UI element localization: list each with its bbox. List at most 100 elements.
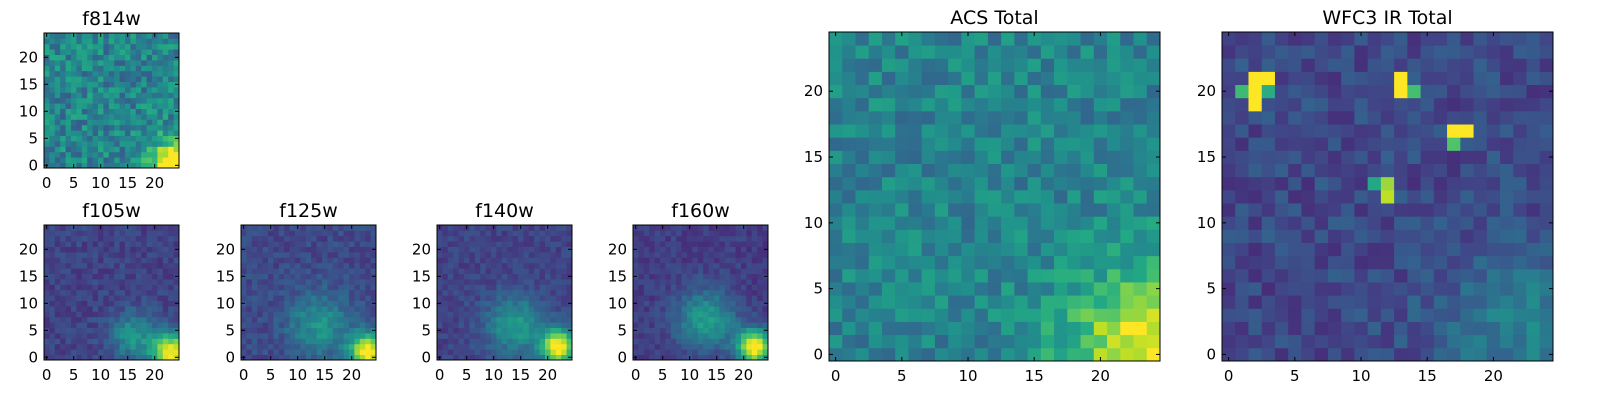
- heatmap-cell: [1274, 229, 1289, 243]
- heatmap-cell: [251, 338, 258, 345]
- heatmap-cell: [295, 316, 301, 323]
- heatmap-cell: [173, 225, 180, 231]
- heatmap-cell: [1433, 71, 1448, 86]
- heatmap-cell: [550, 343, 557, 350]
- heatmap-cell: [469, 241, 476, 247]
- heatmap-cell: [974, 334, 989, 349]
- heatmap-cell: [464, 235, 470, 242]
- heatmap-cell: [370, 284, 377, 291]
- heatmap-cell: [1235, 347, 1249, 362]
- heatmap-cell: [141, 135, 147, 142]
- heatmap-cell: [152, 108, 158, 115]
- heatmap-cell: [1354, 255, 1369, 270]
- heatmap-cell: [523, 225, 530, 231]
- heatmap-cell: [146, 103, 153, 109]
- heatmap-cell: [485, 273, 492, 280]
- heatmap-cell: [365, 252, 371, 258]
- heatmap-cell: [1080, 176, 1095, 191]
- heatmap-cell: [87, 114, 93, 120]
- heatmap-cell: [49, 124, 56, 131]
- heatmap-cell: [241, 230, 247, 237]
- heatmap-cell: [130, 141, 137, 147]
- heatmap-cell: [278, 295, 285, 301]
- heatmap-cell: [257, 273, 263, 280]
- heatmap-cell: [1486, 84, 1501, 99]
- heatmap-cell: [1420, 137, 1435, 151]
- heatmap-cell: [168, 230, 174, 237]
- heatmap-cell: [724, 257, 731, 264]
- heatmap-cell: [268, 295, 274, 301]
- heatmap-cell: [719, 349, 726, 355]
- heatmap-cell: [1067, 203, 1081, 217]
- heatmap-cell: [278, 225, 285, 231]
- heatmap-cell: [98, 273, 104, 280]
- heatmap-cell: [1327, 84, 1342, 99]
- heatmap-cell: [76, 38, 83, 45]
- heatmap-cell: [1261, 58, 1276, 72]
- heatmap-cell: [703, 327, 709, 334]
- heatmap-cell: [44, 268, 50, 274]
- heatmap-cell: [241, 316, 247, 323]
- heatmap-cell: [359, 225, 366, 231]
- heatmap-cell: [44, 92, 50, 99]
- heatmap-cell: [496, 354, 503, 361]
- heatmap-cell: [278, 349, 285, 355]
- heatmap-cell: [1001, 295, 1015, 309]
- heatmap-cell: [697, 327, 704, 334]
- heatmap-cell: [1288, 163, 1302, 178]
- heatmap-cell: [681, 262, 688, 269]
- heatmap-cell: [442, 225, 449, 231]
- heatmap-cell: [1146, 308, 1161, 322]
- heatmap-cell: [65, 246, 72, 253]
- heatmap-cell: [98, 279, 104, 285]
- heatmap-cell: [289, 333, 296, 339]
- heatmap-cell: [130, 273, 137, 280]
- heatmap-cell: [1394, 255, 1408, 270]
- heatmap-cell: [1513, 334, 1527, 349]
- heatmap-cell: [1288, 110, 1302, 125]
- heatmap-cell: [1274, 321, 1289, 336]
- heatmap-cell: [908, 45, 923, 59]
- heatmap-cell: [735, 246, 742, 253]
- heatmap-cell: [948, 334, 962, 349]
- heatmap-cell: [332, 306, 339, 312]
- heatmap-cell: [65, 146, 72, 153]
- heatmap-cell: [496, 252, 503, 258]
- heatmap-cell: [974, 308, 989, 322]
- heatmap-cell: [162, 246, 169, 253]
- heatmap-cell: [1027, 321, 1042, 336]
- heatmap-cell: [437, 316, 443, 323]
- heatmap-cell: [92, 141, 99, 147]
- heatmap-cell: [501, 246, 508, 253]
- heatmap-cell: [1222, 203, 1236, 217]
- heatmap-cell: [108, 252, 115, 258]
- heatmap-cell: [974, 124, 989, 138]
- heatmap-cell: [354, 289, 361, 296]
- heatmap-cell: [1080, 163, 1095, 178]
- heatmap-cell: [757, 257, 763, 264]
- heatmap-cell: [311, 306, 317, 312]
- heatmap-cell: [1394, 84, 1408, 99]
- heatmap-cell: [638, 235, 645, 242]
- heatmap-cell: [262, 246, 269, 253]
- heatmap-cell: [146, 87, 153, 93]
- heatmap-cell: [359, 273, 366, 280]
- heatmap-cell: [1288, 97, 1302, 112]
- heatmap-cell: [157, 124, 164, 131]
- heatmap-cell: [660, 327, 666, 334]
- heatmap-cell: [518, 273, 524, 280]
- heatmap-cell: [162, 322, 169, 328]
- heatmap-cell: [474, 343, 481, 350]
- heatmap-cell: [1001, 334, 1015, 349]
- heatmap-cell: [81, 43, 88, 50]
- heatmap-cell: [501, 311, 508, 318]
- heatmap-cell: [1513, 216, 1527, 230]
- heatmap-cell: [868, 84, 883, 99]
- heatmap-cell: [1341, 124, 1355, 138]
- heatmap-cell: [692, 252, 699, 258]
- heatmap-cell: [354, 354, 361, 361]
- heatmap-cell: [365, 289, 371, 296]
- heatmap-cell: [114, 87, 120, 93]
- heatmap-cell: [741, 349, 747, 355]
- heatmap-cell: [257, 300, 263, 307]
